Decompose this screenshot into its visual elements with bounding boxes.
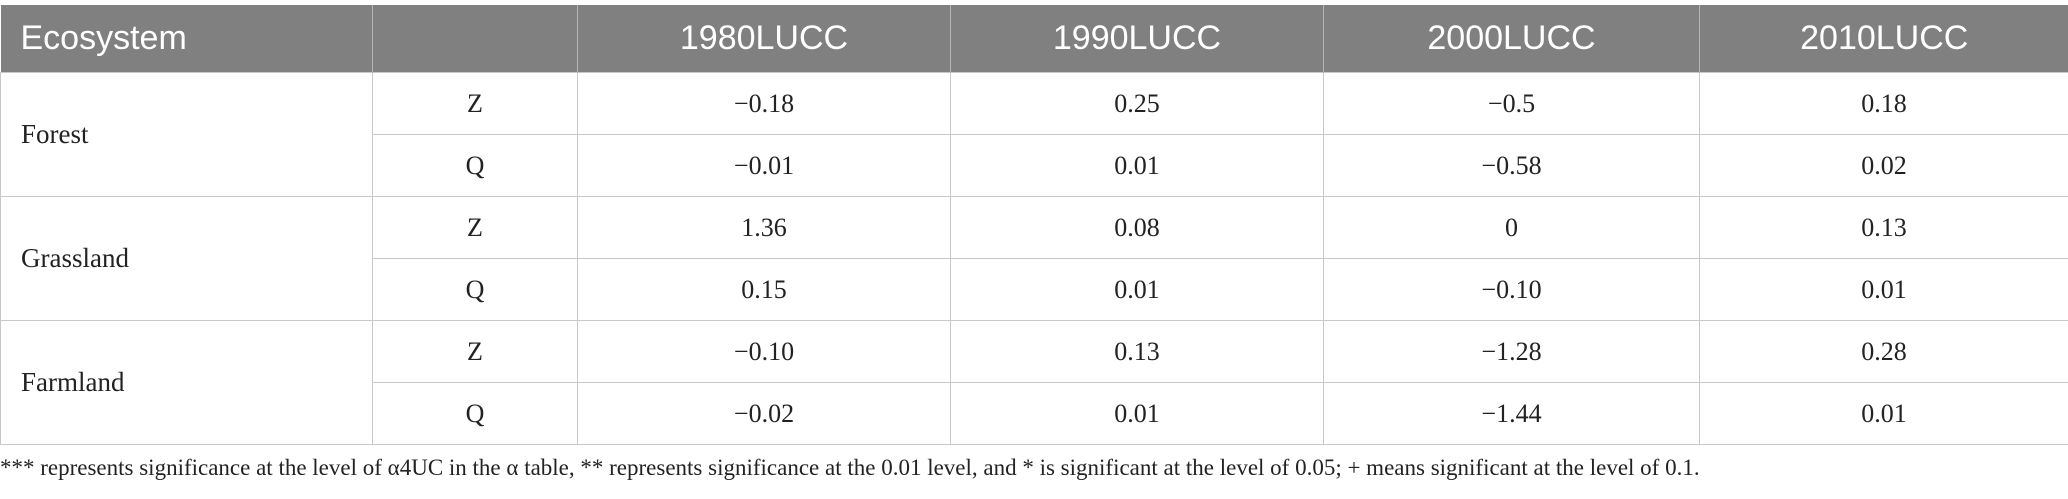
table-row: Forest Z −0.18 0.25 −0.5 0.18: [0, 72, 2068, 197]
stat-cell: Q: [372, 382, 578, 445]
value-cell: −0.02: [577, 382, 951, 445]
value-cell: 1.36: [577, 196, 951, 259]
table-row: Farmland Z −0.10 0.13 −1.28 0.28: [0, 320, 2068, 445]
table-row: Grassland Z 1.36 0.08 0 0.13: [0, 196, 2068, 321]
header-2010lucc: 2010LUCC: [1699, 5, 2068, 73]
ecosystem-farmland: Farmland: [0, 320, 373, 445]
header-2000lucc: 2000LUCC: [1323, 5, 1700, 73]
value-cell: −0.10: [577, 320, 951, 383]
header-stat: [372, 5, 578, 73]
value-cell: −1.44: [1323, 382, 1700, 445]
ecosystem-grassland: Grassland: [0, 196, 373, 321]
table-row: Q −0.01 0.01 −0.58 0.02: [1, 134, 2068, 197]
value-cell: −0.58: [1323, 134, 1700, 197]
value-cell: 0.18: [1699, 72, 2068, 135]
header-ecosystem: Ecosystem: [0, 5, 373, 73]
value-cell: 0.13: [1699, 196, 2068, 259]
value-cell: 0: [1323, 196, 1700, 259]
table-row: Q 0.15 0.01 −0.10 0.01: [1, 258, 2068, 321]
table-container: Ecosystem 1980LUCC 1990LUCC 2000LUCC 201…: [0, 5, 2068, 445]
value-cell: 0.01: [950, 134, 1324, 197]
value-cell: −0.01: [577, 134, 951, 197]
stat-cell: Q: [372, 134, 578, 197]
value-cell: −1.28: [1323, 320, 1700, 383]
header-row: Ecosystem 1980LUCC 1990LUCC 2000LUCC 201…: [0, 5, 2068, 73]
value-cell: 0.01: [950, 258, 1324, 321]
stat-cell: Z: [372, 196, 578, 259]
stat-cell: Z: [372, 320, 578, 383]
value-cell: −0.18: [577, 72, 951, 135]
stat-cell: Z: [372, 72, 578, 135]
value-cell: 0.01: [950, 382, 1324, 445]
value-cell: −0.5: [1323, 72, 1700, 135]
table-row: Q −0.02 0.01 −1.44 0.01: [1, 382, 2068, 445]
value-cell: 0.02: [1699, 134, 2068, 197]
value-cell: 0.13: [950, 320, 1324, 383]
results-table: Ecosystem 1980LUCC 1990LUCC 2000LUCC 201…: [0, 5, 2068, 445]
table-footnote: *** represents significance at the level…: [0, 455, 1700, 480]
ecosystem-forest: Forest: [0, 72, 373, 197]
stat-cell: Q: [372, 258, 578, 321]
value-cell: 0.08: [950, 196, 1324, 259]
value-cell: 0.01: [1699, 258, 2068, 321]
value-cell: 0.28: [1699, 320, 2068, 383]
value-cell: 0.01: [1699, 382, 2068, 445]
value-cell: 0.15: [577, 258, 951, 321]
value-cell: −0.10: [1323, 258, 1700, 321]
value-cell: 0.25: [950, 72, 1324, 135]
header-1990lucc: 1990LUCC: [950, 5, 1324, 73]
header-1980lucc: 1980LUCC: [577, 5, 951, 73]
